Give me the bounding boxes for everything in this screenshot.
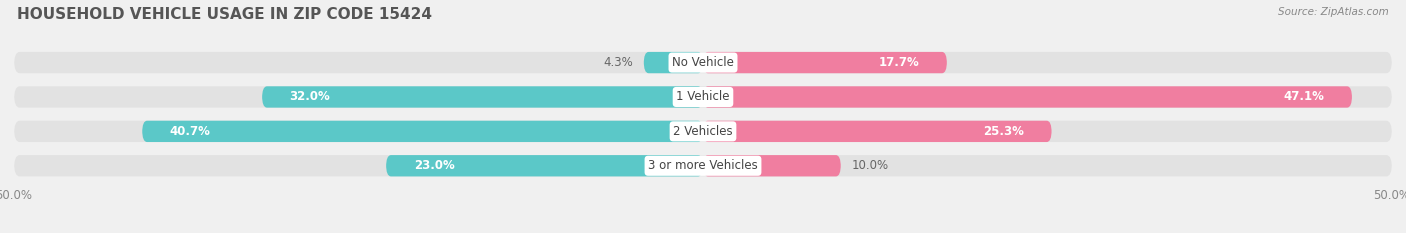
Text: 3 or more Vehicles: 3 or more Vehicles [648, 159, 758, 172]
Text: 47.1%: 47.1% [1284, 90, 1324, 103]
FancyBboxPatch shape [14, 86, 1392, 108]
Text: 2 Vehicles: 2 Vehicles [673, 125, 733, 138]
Text: 17.7%: 17.7% [879, 56, 920, 69]
FancyBboxPatch shape [142, 121, 703, 142]
FancyBboxPatch shape [387, 155, 703, 176]
Text: 10.0%: 10.0% [852, 159, 889, 172]
FancyBboxPatch shape [703, 121, 1052, 142]
Text: 32.0%: 32.0% [290, 90, 330, 103]
Text: 23.0%: 23.0% [413, 159, 454, 172]
FancyBboxPatch shape [644, 52, 703, 73]
Text: HOUSEHOLD VEHICLE USAGE IN ZIP CODE 15424: HOUSEHOLD VEHICLE USAGE IN ZIP CODE 1542… [17, 7, 432, 22]
Text: Source: ZipAtlas.com: Source: ZipAtlas.com [1278, 7, 1389, 17]
FancyBboxPatch shape [14, 121, 1392, 142]
Text: 40.7%: 40.7% [170, 125, 211, 138]
Text: 1 Vehicle: 1 Vehicle [676, 90, 730, 103]
FancyBboxPatch shape [703, 155, 841, 176]
Text: No Vehicle: No Vehicle [672, 56, 734, 69]
FancyBboxPatch shape [14, 52, 1392, 73]
FancyBboxPatch shape [14, 155, 1392, 176]
FancyBboxPatch shape [703, 52, 946, 73]
Text: 25.3%: 25.3% [983, 125, 1024, 138]
FancyBboxPatch shape [703, 86, 1353, 108]
Text: 4.3%: 4.3% [603, 56, 633, 69]
FancyBboxPatch shape [262, 86, 703, 108]
